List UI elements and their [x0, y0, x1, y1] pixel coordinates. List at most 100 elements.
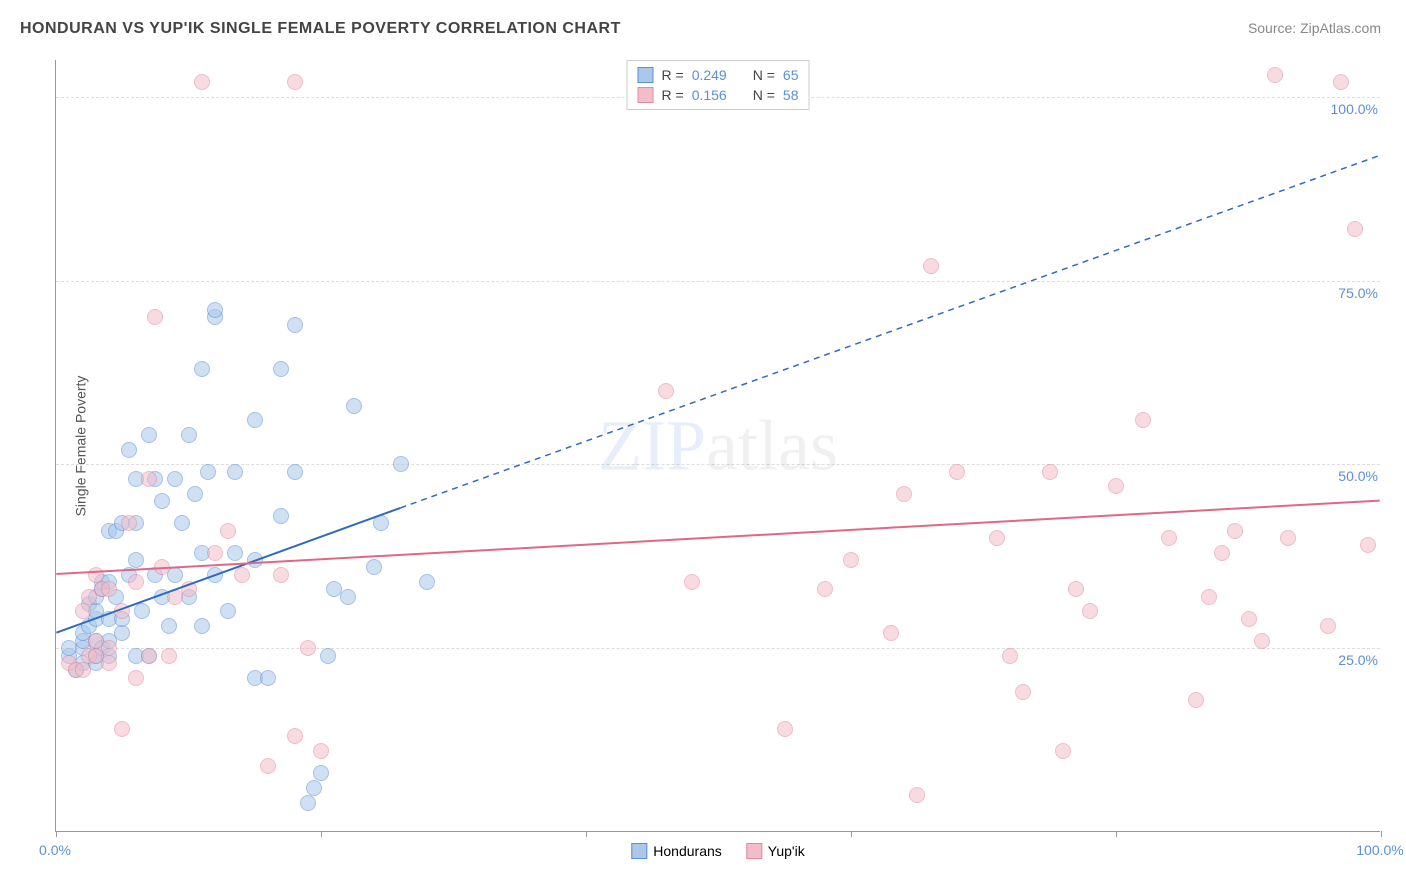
data-point [227, 464, 243, 480]
data-point [1280, 530, 1296, 546]
data-point [220, 523, 236, 539]
data-point [247, 552, 263, 568]
data-point [141, 648, 157, 664]
data-point [419, 574, 435, 590]
data-point [147, 309, 163, 325]
data-point [949, 464, 965, 480]
data-point [174, 515, 190, 531]
ytick-label: 100.0% [1327, 101, 1382, 117]
xtick [56, 831, 57, 837]
swatch-hondurans-icon [631, 843, 647, 859]
data-point [141, 427, 157, 443]
watermark: ZIPatlas [598, 404, 838, 487]
data-point [247, 412, 263, 428]
data-point [181, 427, 197, 443]
data-point [346, 398, 362, 414]
data-point [161, 618, 177, 634]
data-point [1015, 684, 1031, 700]
data-point [989, 530, 1005, 546]
swatch-yupik [638, 87, 654, 103]
data-point [1241, 611, 1257, 627]
data-point [194, 361, 210, 377]
data-point [101, 640, 117, 656]
gridline [56, 464, 1380, 465]
data-point [777, 721, 793, 737]
ytick-label: 50.0% [1334, 468, 1382, 484]
data-point [134, 603, 150, 619]
data-point [200, 464, 216, 480]
data-point [1188, 692, 1204, 708]
data-point [207, 545, 223, 561]
data-point [227, 545, 243, 561]
data-point [187, 486, 203, 502]
data-point [313, 743, 329, 759]
data-point [273, 361, 289, 377]
data-point [923, 258, 939, 274]
trend-lines [56, 60, 1380, 831]
data-point [684, 574, 700, 590]
data-point [101, 655, 117, 671]
xtick [586, 831, 587, 837]
plot-area: ZIPatlas R = 0.249 N = 65 R = 0.156 N = … [55, 60, 1380, 832]
data-point [300, 640, 316, 656]
data-point [207, 567, 223, 583]
data-point [1347, 221, 1363, 237]
data-point [154, 559, 170, 575]
data-point [817, 581, 833, 597]
data-point [154, 493, 170, 509]
series-legend: Hondurans Yup'ik [631, 843, 804, 859]
data-point [167, 471, 183, 487]
data-point [181, 581, 197, 597]
data-point [1161, 530, 1177, 546]
data-point [1002, 648, 1018, 664]
xtick [1381, 831, 1382, 837]
data-point [1135, 412, 1151, 428]
data-point [1360, 537, 1376, 553]
data-point [287, 74, 303, 90]
data-point [1267, 67, 1283, 83]
data-point [128, 574, 144, 590]
data-point [300, 795, 316, 811]
data-point [114, 721, 130, 737]
data-point [128, 552, 144, 568]
legend-row-hondurans: R = 0.249 N = 65 [638, 65, 799, 85]
data-point [1201, 589, 1217, 605]
data-point [194, 618, 210, 634]
xtick [1116, 831, 1117, 837]
data-point [75, 603, 91, 619]
data-point [366, 559, 382, 575]
data-point [287, 464, 303, 480]
data-point [1320, 618, 1336, 634]
data-point [273, 508, 289, 524]
data-point [1108, 478, 1124, 494]
data-point [313, 765, 329, 781]
data-point [207, 302, 223, 318]
gridline [56, 281, 1380, 282]
swatch-yupik-icon [746, 843, 762, 859]
data-point [287, 728, 303, 744]
gridline [56, 648, 1380, 649]
data-point [1042, 464, 1058, 480]
source-label: Source: ZipAtlas.com [1248, 20, 1381, 36]
data-point [1333, 74, 1349, 90]
data-point [161, 648, 177, 664]
data-point [340, 589, 356, 605]
data-point [1214, 545, 1230, 561]
data-point [75, 662, 91, 678]
data-point [1082, 603, 1098, 619]
data-point [843, 552, 859, 568]
data-point [88, 567, 104, 583]
data-point [114, 625, 130, 641]
correlation-legend: R = 0.249 N = 65 R = 0.156 N = 58 [627, 60, 810, 110]
data-point [121, 442, 137, 458]
data-point [121, 515, 137, 531]
data-point [306, 780, 322, 796]
xtick [851, 831, 852, 837]
data-point [287, 317, 303, 333]
chart-title: HONDURAN VS YUP'IK SINGLE FEMALE POVERTY… [20, 20, 621, 38]
swatch-hondurans [638, 67, 654, 83]
xtick [321, 831, 322, 837]
data-point [320, 648, 336, 664]
data-point [220, 603, 236, 619]
data-point [114, 603, 130, 619]
